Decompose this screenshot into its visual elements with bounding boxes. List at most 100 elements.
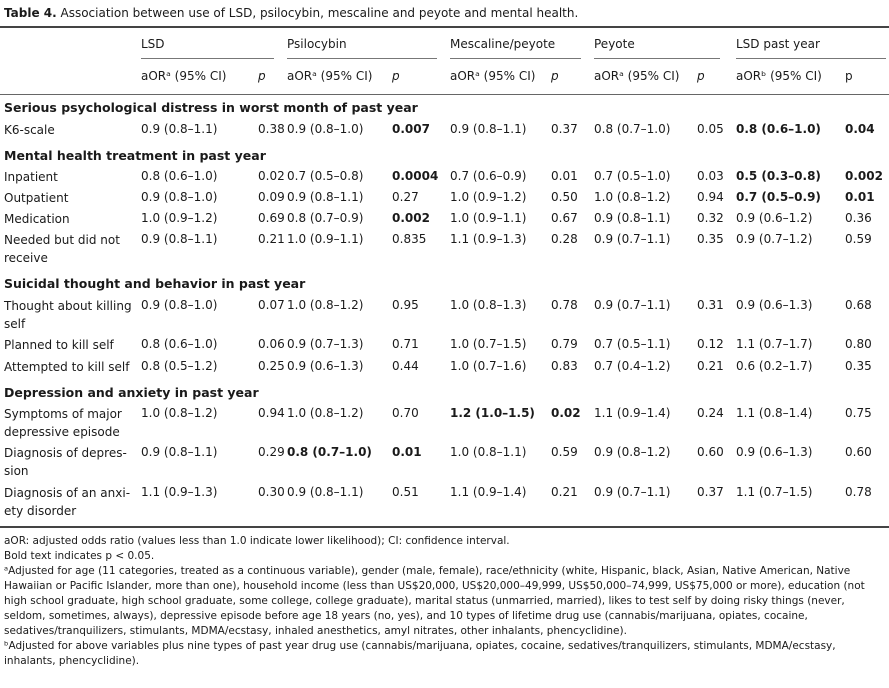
aor-value: 1.0 (0.8–1.3) bbox=[450, 298, 527, 312]
aor-value: 0.9 (0.8–1.0) bbox=[141, 298, 218, 312]
row-label: K6-scale bbox=[4, 123, 55, 137]
aor-value: 1.0 (0.8–1.1) bbox=[450, 445, 527, 459]
aor-value: 0.9 (0.8–1.1) bbox=[141, 232, 218, 246]
p-value: 0.95 bbox=[392, 298, 419, 312]
p-value: 0.31 bbox=[697, 298, 724, 312]
p-value: 0.21 bbox=[697, 359, 724, 373]
p-value: 0.94 bbox=[697, 190, 724, 204]
note-b: ᵇAdjusted for above variables plus nine … bbox=[4, 640, 836, 667]
p-value: 0.37 bbox=[551, 122, 578, 136]
row-label: Symptoms of major depressive episode bbox=[4, 407, 122, 439]
aor-value: 1.2 (1.0–1.5) bbox=[450, 406, 535, 420]
p-value: 0.007 bbox=[392, 122, 430, 136]
aor-value: 0.9 (0.8–1.1) bbox=[141, 445, 218, 459]
p-value: 0.0004 bbox=[392, 169, 439, 183]
column-group-header: Psilocybin bbox=[287, 37, 347, 51]
column-group-header: Mescaline/peyote bbox=[450, 37, 556, 51]
column-header-p: p bbox=[258, 69, 266, 83]
p-value: 0.60 bbox=[845, 445, 872, 459]
column-header-aor: aORᵃ (95% CI) bbox=[450, 69, 536, 83]
row-label: Diagnosis of an anxi-ety disorder bbox=[4, 486, 131, 518]
p-value: 0.02 bbox=[258, 169, 285, 183]
aor-value: 0.9 (0.7–1.1) bbox=[594, 485, 671, 499]
p-value: 0.50 bbox=[551, 190, 578, 204]
p-value: 0.01 bbox=[845, 190, 875, 204]
row-label: Planned to kill self bbox=[4, 338, 114, 352]
bottom-rule bbox=[0, 526, 889, 528]
aor-value: 0.7 (0.5–1.0) bbox=[594, 169, 671, 183]
p-value: 0.78 bbox=[845, 485, 872, 499]
p-value: 0.80 bbox=[845, 337, 872, 351]
note-abbreviations: aOR: adjusted odds ratio (values less th… bbox=[4, 535, 510, 547]
aor-value: 0.9 (0.6–1.3) bbox=[736, 298, 813, 312]
column-group-header: Peyote bbox=[594, 37, 635, 51]
aor-value: 0.9 (0.8–1.0) bbox=[287, 122, 364, 136]
aor-value: 0.5 (0.3–0.8) bbox=[736, 169, 821, 183]
p-value: 0.07 bbox=[258, 298, 285, 312]
p-value: 0.67 bbox=[551, 211, 578, 225]
p-value: 0.27 bbox=[392, 190, 419, 204]
column-header-p: p bbox=[845, 69, 853, 83]
p-value: 0.835 bbox=[392, 232, 427, 246]
aor-value: 0.7 (0.4–1.2) bbox=[594, 359, 671, 373]
aor-value: 0.8 (0.7–1.0) bbox=[594, 122, 671, 136]
p-value: 0.29 bbox=[258, 445, 285, 459]
p-value: 0.002 bbox=[392, 211, 430, 225]
aor-value: 1.0 (0.8–1.2) bbox=[287, 298, 364, 312]
table-notes: aOR: adjusted odds ratio (values less th… bbox=[4, 534, 884, 669]
aor-value: 0.7 (0.5–1.1) bbox=[594, 337, 671, 351]
p-value: 0.60 bbox=[697, 445, 724, 459]
p-value: 0.06 bbox=[258, 337, 285, 351]
p-value: 0.32 bbox=[697, 211, 724, 225]
column-header-aor: aORᵃ (95% CI) bbox=[141, 69, 227, 83]
table-caption: Table 4. Association between use of LSD,… bbox=[4, 6, 578, 20]
p-value: 0.70 bbox=[392, 406, 419, 420]
aor-value: 0.8 (0.6–1.0) bbox=[141, 169, 218, 183]
section-heading: Suicidal thought and behavior in past ye… bbox=[4, 276, 306, 291]
p-value: 0.37 bbox=[697, 485, 724, 499]
section-heading: Depression and anxiety in past year bbox=[4, 385, 259, 400]
aor-value: 0.7 (0.6–0.9) bbox=[450, 169, 527, 183]
row-label: Outpatient bbox=[4, 191, 69, 205]
aor-value: 0.9 (0.6–1.3) bbox=[736, 445, 813, 459]
aor-value: 1.1 (0.9–1.4) bbox=[594, 406, 671, 420]
p-value: 0.79 bbox=[551, 337, 578, 351]
aor-value: 0.9 (0.8–1.2) bbox=[594, 445, 671, 459]
p-value: 0.78 bbox=[551, 298, 578, 312]
row-label: Diagnosis of depres-sion bbox=[4, 446, 127, 478]
section-heading: Serious psychological distress in worst … bbox=[4, 100, 418, 115]
aor-value: 0.8 (0.6–1.0) bbox=[736, 122, 821, 136]
group-rule-lsd-past-year bbox=[736, 58, 886, 59]
aor-value: 0.8 (0.5–1.2) bbox=[141, 359, 218, 373]
note-a: ᵃAdjusted for age (11 categories, treate… bbox=[4, 565, 865, 637]
aor-value: 0.9 (0.7–1.3) bbox=[287, 337, 364, 351]
aor-value: 0.9 (0.7–1.1) bbox=[594, 298, 671, 312]
header-rule bbox=[0, 94, 889, 95]
p-value: 0.01 bbox=[392, 445, 422, 459]
group-rule-mescaline bbox=[450, 58, 581, 59]
p-value: 0.01 bbox=[551, 169, 578, 183]
p-value: 0.05 bbox=[697, 122, 724, 136]
p-value: 0.21 bbox=[551, 485, 578, 499]
aor-value: 0.8 (0.6–1.0) bbox=[141, 337, 218, 351]
aor-value: 1.1 (0.9–1.3) bbox=[141, 485, 218, 499]
aor-value: 0.9 (0.7–1.2) bbox=[736, 232, 813, 246]
p-value: 0.002 bbox=[845, 169, 883, 183]
aor-value: 1.0 (0.9–1.2) bbox=[141, 211, 218, 225]
top-rule bbox=[0, 26, 889, 28]
column-header-p: p bbox=[697, 69, 705, 83]
p-value: 0.24 bbox=[697, 406, 724, 420]
section-heading: Mental health treatment in past year bbox=[4, 148, 266, 163]
aor-value: 0.8 (0.7–1.0) bbox=[287, 445, 372, 459]
column-header-aor: aORᵇ (95% CI) bbox=[736, 69, 822, 83]
aor-value: 1.0 (0.7–1.5) bbox=[450, 337, 527, 351]
row-label: Attempted to kill self bbox=[4, 360, 130, 374]
column-group-header: LSD past year bbox=[736, 37, 820, 51]
p-value: 0.21 bbox=[258, 232, 285, 246]
p-value: 0.68 bbox=[845, 298, 872, 312]
p-value: 0.83 bbox=[551, 359, 578, 373]
column-header-aor: aORᵃ (95% CI) bbox=[594, 69, 680, 83]
group-rule-psilocybin bbox=[287, 58, 437, 59]
p-value: 0.59 bbox=[551, 445, 578, 459]
p-value: 0.38 bbox=[258, 122, 285, 136]
